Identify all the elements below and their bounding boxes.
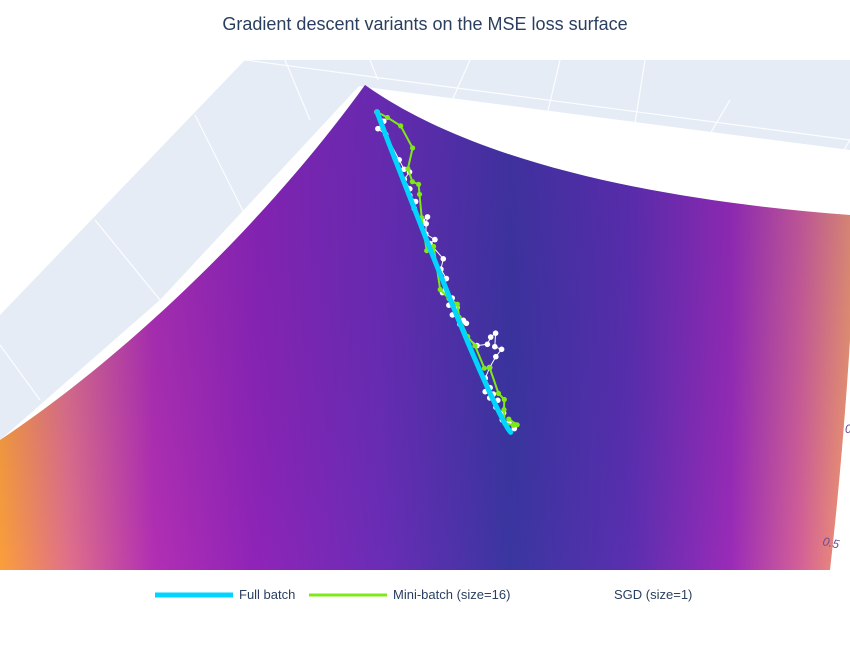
legend-item-full-batch[interactable]: Full batch	[155, 587, 295, 602]
trajectories	[374, 109, 520, 435]
trace-point-sgd-size-1	[484, 341, 491, 348]
legend-item-sgd[interactable]: SGD (size=1)	[530, 587, 692, 602]
trace-point-sgd-size-1	[498, 346, 505, 353]
legend-label-mini-batch: Mini-batch (size=16)	[393, 587, 510, 602]
trace-point-mini-batch-size-16	[405, 166, 411, 172]
trace-point-sgd-size-1	[424, 214, 431, 220]
trace-point-mini-batch-size-16	[409, 179, 415, 185]
legend-label-sgd: SGD (size=1)	[614, 587, 692, 602]
trace-line-full-batch	[374, 109, 514, 435]
trace-point-mini-batch-size-16	[514, 422, 520, 428]
trace-point-sgd-size-1	[492, 343, 498, 350]
trace-point-mini-batch-size-16	[501, 396, 507, 403]
trace-point-mini-batch-size-16	[501, 407, 507, 413]
trace-point-sgd-size-1	[440, 255, 447, 262]
trace-point-sgd-size-1	[493, 353, 499, 360]
trace-point-mini-batch-size-16	[384, 114, 390, 121]
trace-point-sgd-size-1	[432, 236, 438, 243]
legend-item-mini-batch[interactable]: Mini-batch (size=16)	[309, 587, 510, 602]
tick-label-0: 0	[845, 422, 850, 436]
trace-point-mini-batch-size-16	[454, 301, 460, 307]
trace-point-mini-batch-size-16	[437, 286, 443, 293]
trace-point-mini-batch-size-16	[510, 422, 516, 428]
trace-point-mini-batch-size-16	[487, 365, 493, 371]
left-wall	[0, 60, 360, 440]
trace-point-mini-batch-size-16	[472, 343, 478, 349]
loss-surface	[0, 85, 850, 570]
tick-label-0-5: 0.5	[821, 534, 841, 551]
legend-label-full-batch: Full batch	[239, 587, 295, 602]
trace-point-sgd-size-1	[492, 330, 499, 337]
trace-point-mini-batch-size-16	[481, 365, 487, 371]
trace-point-sgd-size-1	[463, 320, 470, 327]
trace-point-mini-batch-size-16	[416, 181, 422, 187]
chart-title: Gradient descent variants on the MSE los…	[222, 14, 627, 34]
trace-point-sgd-size-1	[401, 166, 407, 173]
trace-point-mini-batch-size-16	[495, 390, 502, 396]
grid-lines	[0, 59, 850, 401]
trace-point-mini-batch-size-16	[416, 191, 423, 197]
trace-point-mini-batch-size-16	[410, 145, 416, 151]
back-wall	[245, 60, 850, 150]
scene-background-planes	[0, 59, 850, 440]
trace-point-sgd-size-1	[487, 334, 494, 340]
legend[interactable]: Full batch Mini-batch (size=16) SGD (siz…	[155, 587, 692, 602]
trace-point-mini-batch-size-16	[506, 416, 512, 422]
trace-point-sgd-size-1	[375, 125, 381, 132]
trace-point-sgd-size-1	[423, 221, 430, 227]
trace-point-mini-batch-size-16	[398, 123, 404, 129]
axis-ticks: 0 0.5	[821, 422, 850, 551]
